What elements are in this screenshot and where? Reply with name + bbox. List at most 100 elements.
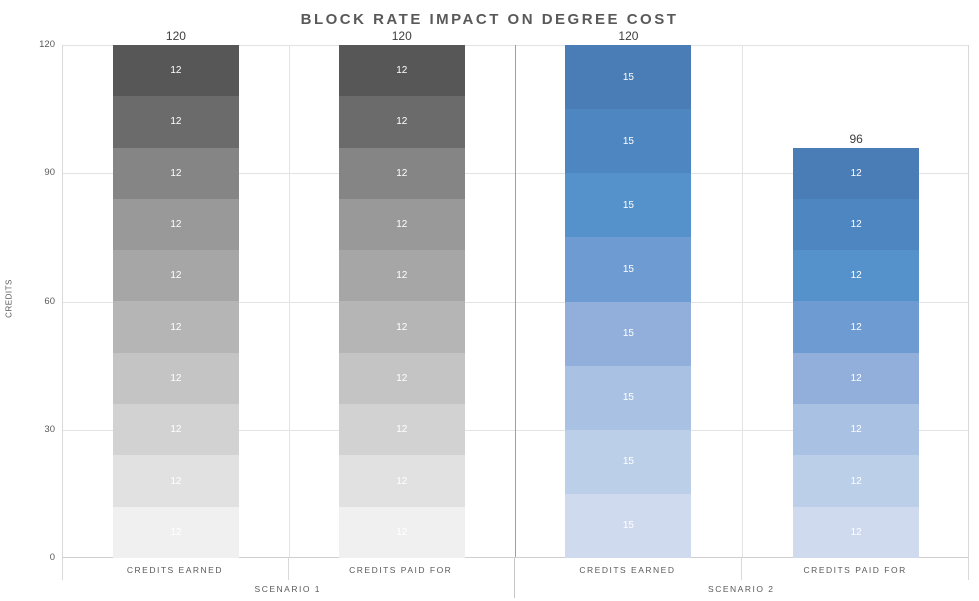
bar-segment: 12 bbox=[793, 404, 920, 456]
bar-segment: 12 bbox=[338, 250, 465, 302]
x-axis-tick-line bbox=[62, 558, 63, 580]
segment-value-label: 12 bbox=[850, 372, 862, 384]
segment-value-label: 12 bbox=[170, 219, 182, 231]
x-category-label: CREDITS PAID FOR bbox=[349, 565, 453, 575]
segment-value-label: 12 bbox=[396, 270, 408, 282]
segment-value-label: 12 bbox=[396, 65, 408, 77]
x-axis-tick-line bbox=[287, 558, 289, 580]
segment-value-label: 12 bbox=[850, 475, 862, 487]
bar-segment: 12 bbox=[793, 198, 920, 251]
x-scenario-label: SCENARIO 1 bbox=[254, 584, 322, 594]
segment-value-label: 12 bbox=[396, 372, 408, 384]
bar-segment: 12 bbox=[793, 301, 920, 353]
segment-value-label: 12 bbox=[396, 424, 408, 436]
segment-value-label: 12 bbox=[170, 526, 182, 538]
bar-segment: 12 bbox=[112, 250, 239, 302]
bar-total-label: 120 bbox=[618, 29, 639, 43]
bar-credits-earned-scenario-1: 120 12 12 12 12 12 12 12 12 12 12 bbox=[112, 29, 239, 558]
y-tick-label: 120 bbox=[39, 39, 55, 50]
bar-segment: 12 bbox=[112, 147, 239, 199]
segment-value-label: 12 bbox=[170, 372, 182, 384]
segment-value-label: 12 bbox=[396, 526, 408, 538]
y-tick-label: 90 bbox=[44, 167, 55, 179]
segment-value-label: 12 bbox=[396, 475, 408, 487]
segment-value-label: 15 bbox=[622, 263, 634, 275]
segment-value-label: 12 bbox=[850, 321, 862, 333]
segment-value-label: 12 bbox=[170, 116, 182, 128]
segment-value-label: 12 bbox=[396, 116, 408, 128]
bar-segment: 15 bbox=[565, 301, 692, 366]
bar-segment: 12 bbox=[112, 96, 239, 148]
segment-value-label: 12 bbox=[170, 424, 182, 436]
x-axis-area: CREDITS EARNED CREDITS PAID FOR CREDITS EA… bbox=[62, 558, 969, 601]
bar-credits-paid-for-scenario-1: 120 12 12 12 12 12 12 12 12 12 12 bbox=[338, 29, 465, 558]
bar-credits-earned-scenario-2: 120 15 15 15 15 15 15 15 15 bbox=[565, 29, 692, 558]
segment-value-label: 12 bbox=[850, 424, 862, 436]
bar-segment: 12 bbox=[793, 250, 920, 302]
x-category-label: CREDITS PAID FOR bbox=[803, 565, 907, 575]
x-axis-tick-line bbox=[968, 558, 969, 580]
y-tick-label: 30 bbox=[44, 423, 55, 435]
segment-value-label: 12 bbox=[396, 219, 408, 231]
segment-value-label: 15 bbox=[622, 71, 634, 83]
segment-value-label: 12 bbox=[170, 475, 182, 487]
bar-segment: 15 bbox=[565, 493, 692, 558]
category-separator-line bbox=[742, 45, 744, 557]
bar-segment: 12 bbox=[338, 506, 465, 558]
segment-value-label: 12 bbox=[170, 270, 182, 282]
chart-title: BLOCK RATE IMPACT ON DEGREE COST bbox=[300, 11, 679, 28]
segment-value-label: 12 bbox=[170, 321, 182, 333]
bar-segment: 12 bbox=[112, 455, 239, 507]
bar-segment: 12 bbox=[112, 45, 239, 97]
bar-segment: 12 bbox=[338, 45, 465, 97]
bar-segment: 15 bbox=[565, 45, 692, 110]
bar-segment: 12 bbox=[338, 147, 465, 199]
segment-value-label: 12 bbox=[850, 219, 862, 231]
bar-segment: 12 bbox=[793, 352, 920, 405]
segment-value-label: 12 bbox=[170, 65, 182, 77]
segment-value-label: 12 bbox=[850, 167, 862, 179]
bar-segment: 12 bbox=[793, 455, 920, 507]
bar-segment: 15 bbox=[565, 173, 692, 238]
bar-segment: 12 bbox=[338, 198, 465, 251]
bar-segment: 12 bbox=[338, 301, 465, 353]
x-axis-tick-line bbox=[513, 558, 515, 598]
segment-value-label: 12 bbox=[850, 270, 862, 282]
bar-segment: 12 bbox=[112, 301, 239, 353]
bar-segment: 15 bbox=[565, 109, 692, 174]
segment-value-label: 15 bbox=[622, 199, 634, 211]
bar-segment: 15 bbox=[565, 237, 692, 302]
segment-value-label: 15 bbox=[622, 456, 634, 468]
x-axis-tick-line bbox=[741, 558, 743, 580]
segment-value-label: 15 bbox=[622, 135, 634, 147]
bar-segment: 12 bbox=[338, 96, 465, 148]
segment-value-label: 12 bbox=[396, 167, 408, 179]
segment-value-label: 12 bbox=[170, 167, 182, 179]
bar-segment: 12 bbox=[793, 147, 920, 199]
bar-segment: 12 bbox=[338, 352, 465, 405]
bar-total-label: 96 bbox=[849, 131, 863, 146]
bar-segment: 12 bbox=[338, 404, 465, 456]
bar-total-label: 120 bbox=[165, 29, 186, 43]
bar-segment: 12 bbox=[112, 506, 239, 558]
y-tick-label: 0 bbox=[49, 552, 55, 563]
category-separator-line bbox=[288, 45, 290, 557]
x-category-label: CREDITS EARNED bbox=[126, 565, 223, 575]
bar-segment: 15 bbox=[565, 429, 692, 494]
bar-segment: 12 bbox=[112, 352, 239, 405]
bar-segment: 12 bbox=[793, 506, 920, 558]
segment-value-label: 15 bbox=[622, 520, 634, 532]
segment-value-label: 12 bbox=[396, 321, 408, 333]
segment-value-label: 15 bbox=[622, 392, 634, 404]
segment-value-label: 12 bbox=[850, 526, 862, 538]
bar-segment: 15 bbox=[565, 365, 692, 430]
x-scenario-label: SCENARIO 2 bbox=[708, 584, 775, 594]
scenario-divider-line bbox=[514, 45, 516, 557]
segment-value-label: 15 bbox=[622, 328, 634, 340]
bar-credits-paid-for-scenario-2: 96 12 12 12 12 12 12 12 12 bbox=[793, 132, 920, 558]
x-category-label: CREDITS EARNED bbox=[579, 565, 676, 575]
bar-total-label: 120 bbox=[391, 29, 412, 43]
bar-segment: 12 bbox=[112, 198, 239, 251]
bar-segment: 12 bbox=[112, 404, 239, 456]
